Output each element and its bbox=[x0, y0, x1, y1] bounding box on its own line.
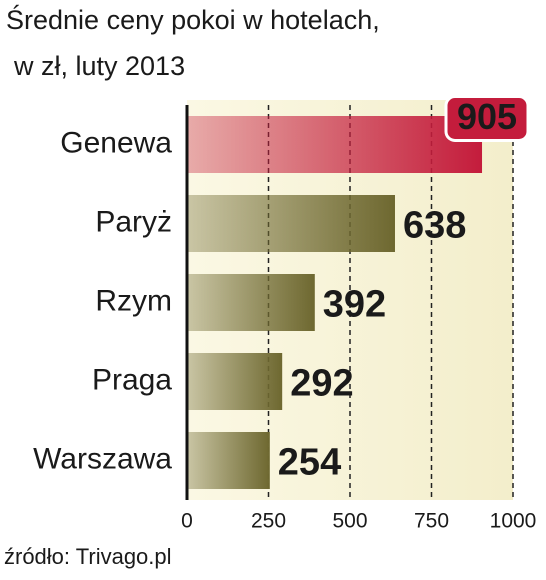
x-tick-label: 250 bbox=[251, 510, 286, 533]
x-tick-label: 0 bbox=[181, 510, 193, 533]
value-label: 254 bbox=[278, 442, 341, 484]
category-label: Paryż bbox=[95, 205, 172, 238]
bar bbox=[187, 432, 270, 489]
category-label: Rzym bbox=[95, 284, 172, 317]
bar bbox=[187, 353, 283, 410]
value-label: 392 bbox=[323, 284, 386, 326]
value-label: 292 bbox=[290, 363, 353, 405]
chart-subtitle: w zł, luty 2013 bbox=[13, 51, 185, 81]
x-tick-label: 1000 bbox=[490, 510, 537, 533]
category-label: Praga bbox=[92, 363, 172, 396]
source: źródło: Trivago.pl bbox=[4, 544, 172, 569]
bar bbox=[187, 195, 395, 252]
bar bbox=[187, 274, 315, 331]
bar bbox=[187, 116, 483, 173]
value-label: 638 bbox=[403, 205, 466, 247]
category-label: Warszawa bbox=[33, 442, 172, 475]
value-label: 905 bbox=[457, 96, 517, 137]
x-tick-label: 750 bbox=[414, 510, 449, 533]
category-label: Genewa bbox=[60, 126, 172, 159]
value-label-badge bbox=[444, 95, 530, 142]
x-tick-label: 500 bbox=[332, 510, 367, 533]
chart-title: Średnie ceny pokoi w hotelach, bbox=[6, 3, 380, 35]
